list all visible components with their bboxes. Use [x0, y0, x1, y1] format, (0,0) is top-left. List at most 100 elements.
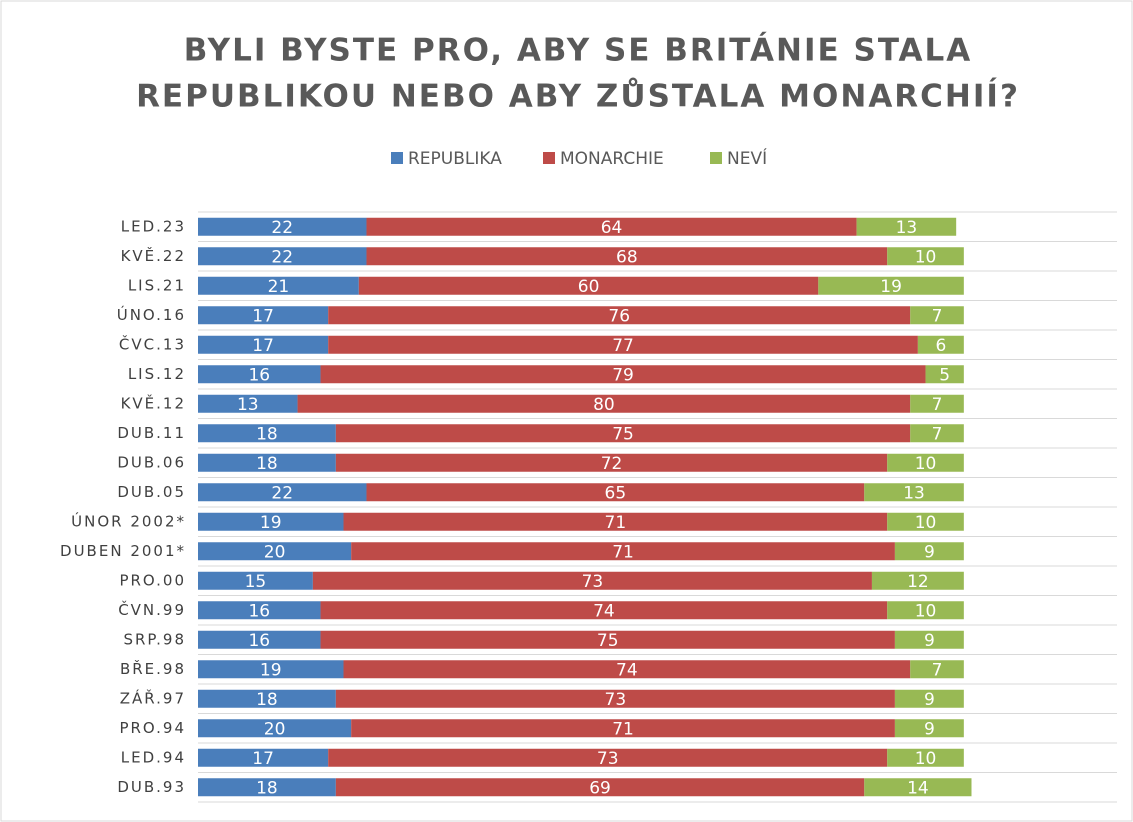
bar-segment: [320, 601, 888, 620]
y-tick-label: DUB.05: [117, 483, 186, 501]
data-label: 12: [907, 572, 929, 592]
data-label: 13: [237, 395, 259, 415]
data-label: 65: [605, 483, 627, 503]
y-tick-label: DUBEN 2001*: [60, 542, 186, 560]
data-label: 10: [915, 601, 937, 621]
bar-segment: [198, 276, 359, 295]
data-label: 19: [880, 277, 902, 297]
bar-segment: [366, 247, 888, 266]
data-label: 22: [271, 483, 293, 503]
bar-segment: [335, 778, 865, 797]
bar-segment: [871, 571, 964, 590]
bar-segment: [925, 365, 964, 384]
data-label: 7: [932, 424, 943, 444]
data-label: 9: [924, 690, 935, 710]
bar-segment: [366, 483, 865, 502]
bar-segment: [198, 365, 321, 384]
data-label: 22: [271, 247, 293, 267]
data-label: 73: [582, 572, 604, 592]
y-tick-label: KVĚ.12: [121, 393, 186, 412]
bar-segment: [198, 483, 367, 502]
bar-segment: [894, 719, 964, 738]
data-label: 9: [924, 542, 935, 562]
y-tick-label: SRP.98: [123, 630, 186, 648]
data-label: 10: [915, 247, 937, 267]
bar-segment: [856, 217, 957, 236]
data-label: 18: [256, 454, 278, 474]
data-label: 5: [939, 365, 950, 385]
y-tick-label: ČVC.13: [119, 334, 186, 353]
y-tick-label: LED.23: [121, 217, 186, 235]
data-label: 13: [896, 218, 918, 238]
bar-segment: [328, 335, 918, 354]
bar-segment: [894, 630, 964, 649]
bar-segment: [343, 660, 911, 679]
legend-swatch: [391, 152, 403, 164]
bar-segment: [198, 748, 329, 767]
data-label: 80: [593, 395, 615, 415]
bar-segment: [864, 483, 964, 502]
y-tick-label: ČVN.99: [118, 600, 186, 619]
bar-segment: [320, 630, 895, 649]
data-label: 75: [612, 424, 634, 444]
y-tick-label: ZÁŘ.97: [120, 688, 186, 707]
y-tick-label: PRO.94: [119, 719, 186, 737]
bar-segment: [343, 512, 888, 531]
y-tick-label: BŘE.98: [120, 659, 186, 678]
bar-segment: [335, 424, 911, 443]
bar-segment: [894, 542, 964, 561]
bar-segment: [312, 571, 872, 590]
bar-segment: [910, 424, 964, 443]
bar-segment: [198, 247, 367, 266]
data-label: 68: [616, 247, 638, 267]
legend-label: MONARCHIE: [560, 149, 664, 169]
data-label: 74: [616, 660, 638, 680]
data-label: 71: [612, 542, 634, 562]
bar-segment: [887, 512, 964, 531]
legend-swatch: [710, 152, 722, 164]
data-label: 60: [578, 277, 600, 297]
y-tick-label: LIS.21: [128, 276, 186, 294]
legend-label: NEVÍ: [727, 147, 767, 169]
data-label: 10: [915, 749, 937, 769]
y-tick-label: ÚNO.16: [117, 305, 186, 324]
data-label: 73: [597, 749, 619, 769]
y-tick-label: DUB.11: [117, 424, 186, 442]
y-tick-label: LED.94: [121, 748, 186, 766]
bar-segment: [887, 601, 964, 620]
data-label: 17: [252, 306, 274, 326]
bar-segment: [917, 335, 964, 354]
bar-segment: [358, 276, 819, 295]
data-label: 79: [612, 365, 634, 385]
bar-segment: [198, 778, 336, 797]
bar-segment: [198, 542, 352, 561]
bar-segment: [887, 453, 964, 472]
bar-segment: [910, 306, 964, 325]
bar-segment: [335, 689, 895, 708]
y-tick-label: PRO.00: [119, 571, 186, 589]
data-label: 77: [612, 336, 634, 356]
bar-segment: [198, 306, 329, 325]
bar-segment: [328, 748, 888, 767]
data-label: 9: [924, 719, 935, 739]
bar-segment: [328, 306, 911, 325]
bar-segment: [335, 453, 888, 472]
data-label: 21: [268, 277, 290, 297]
data-label: 13: [903, 483, 925, 503]
bar-segment: [198, 630, 321, 649]
data-label: 75: [597, 631, 619, 651]
bar-segment: [351, 719, 895, 738]
bar-segment: [198, 660, 344, 679]
bar-segment: [198, 453, 336, 472]
data-label: 73: [605, 690, 627, 710]
data-label: 71: [612, 719, 634, 739]
bar-segment: [366, 217, 857, 236]
data-label: 18: [256, 778, 278, 798]
bar-segment: [864, 778, 972, 797]
data-label: 15: [245, 572, 267, 592]
data-label: 10: [915, 513, 937, 533]
y-tick-label: KVĚ.22: [121, 246, 186, 265]
bar-segment: [818, 276, 964, 295]
data-label: 20: [264, 542, 286, 562]
